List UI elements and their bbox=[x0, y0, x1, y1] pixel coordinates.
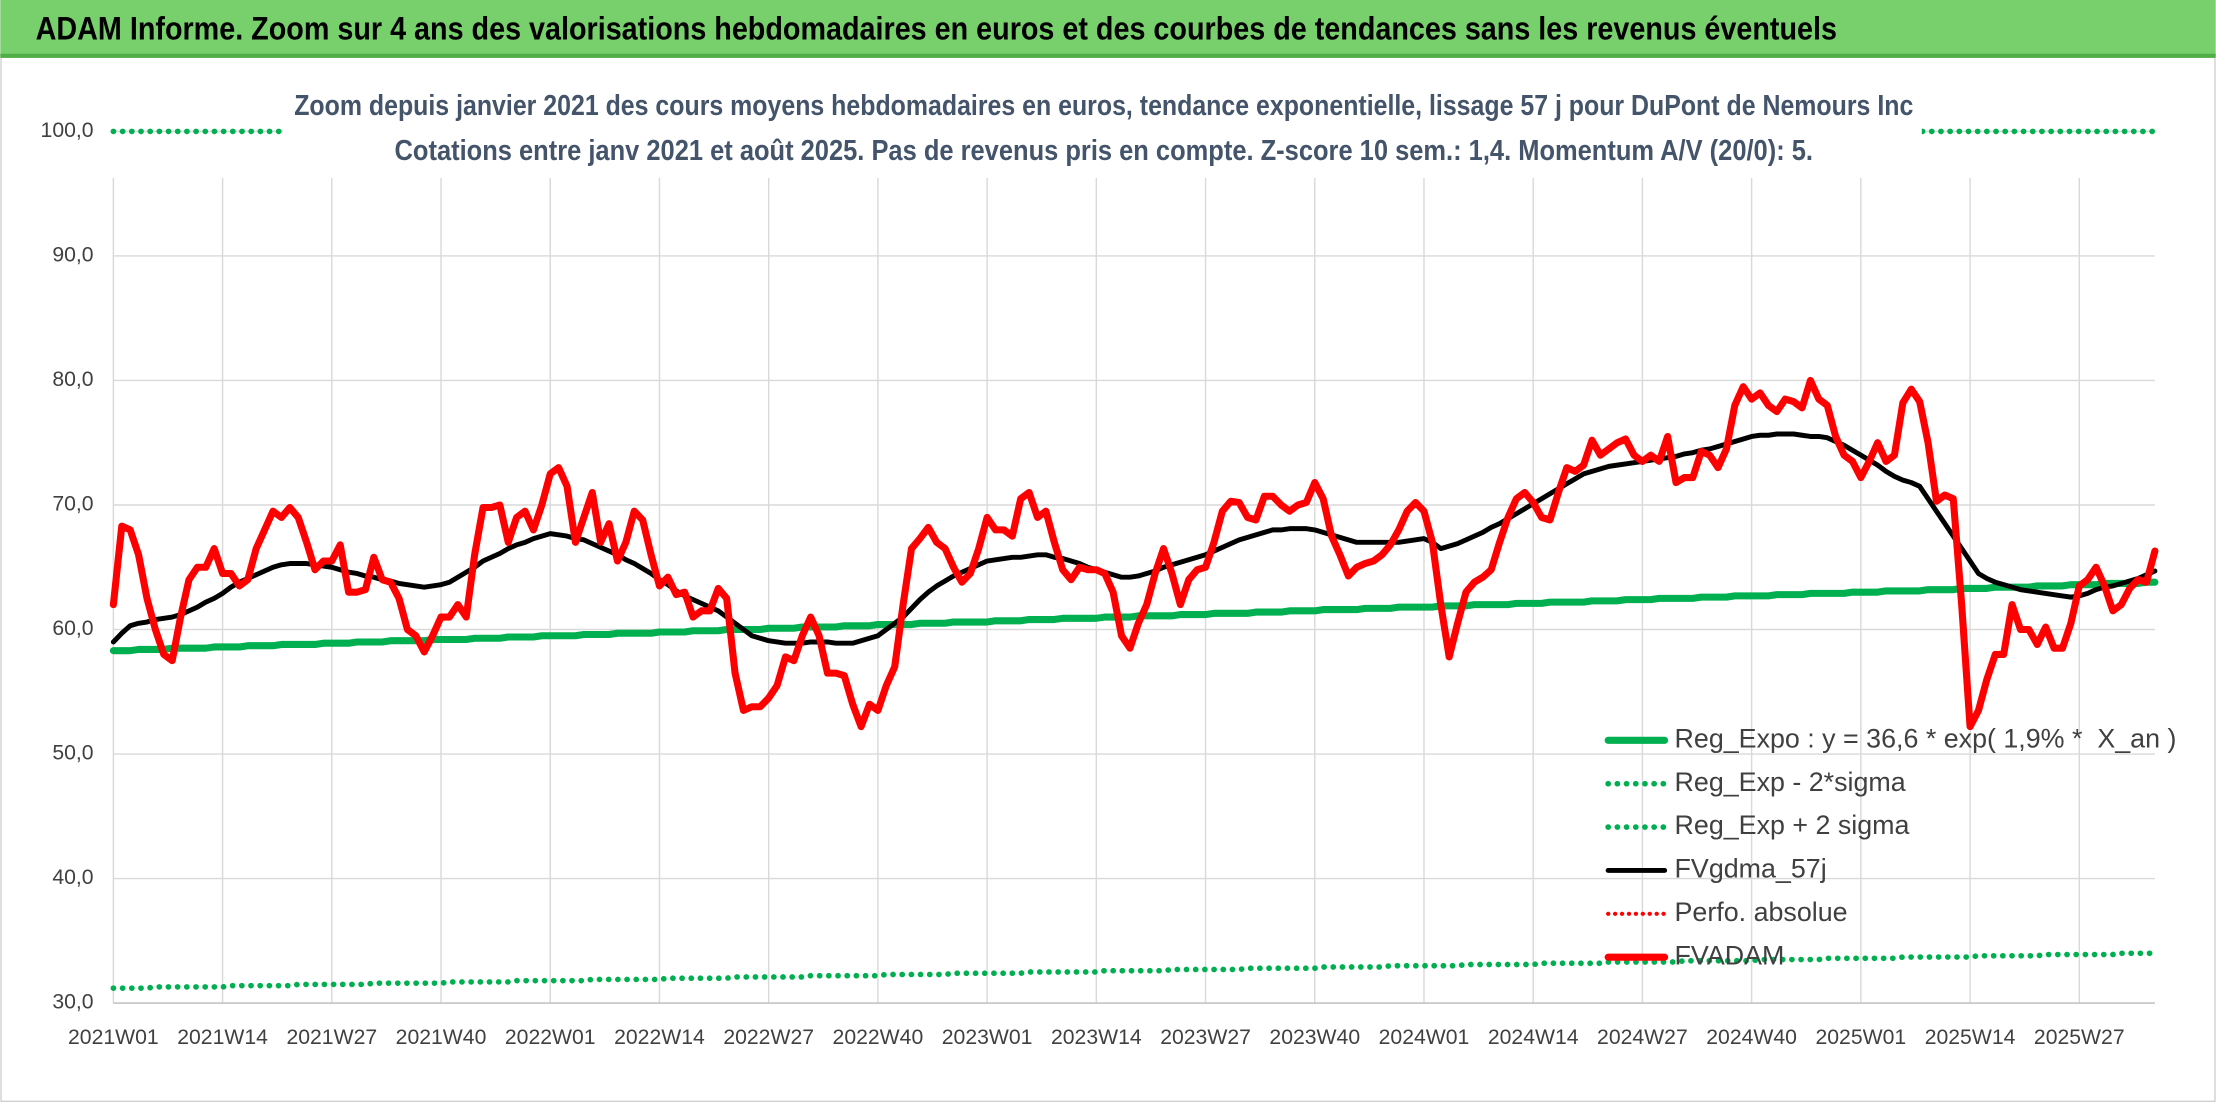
x-tick-label: 2025W14 bbox=[1925, 1026, 2016, 1049]
chart-title: Zoom depuis janvier 2021 des cours moyen… bbox=[294, 89, 1913, 121]
x-tick-label: 2025W01 bbox=[1816, 1026, 1907, 1049]
legend-label: FVADAM bbox=[1675, 940, 1785, 970]
y-tick-label: 60,0 bbox=[52, 617, 93, 640]
plot-area: 30,0 40,0 50,0 60,0 70,0 80,0 90,0 100,0 2021W01… bbox=[41, 119, 2159, 1049]
series-line bbox=[109, 578, 2159, 655]
series-line bbox=[110, 950, 2158, 991]
header-rule bbox=[0, 53, 2216, 58]
x-tick-label: 2021W40 bbox=[396, 1026, 487, 1049]
chart-subtitle: Cotations entre janv 2021 et août 2025. … bbox=[395, 134, 1813, 166]
y-tick-label: 80,0 bbox=[52, 368, 93, 391]
y-tick-label: 100,0 bbox=[41, 119, 94, 142]
legend-label: Perfo. absolue bbox=[1675, 897, 1848, 927]
x-tick-label: 2022W27 bbox=[723, 1026, 814, 1049]
x-tick-label: 2023W27 bbox=[1160, 1026, 1251, 1049]
x-tick-label: 2022W01 bbox=[505, 1026, 596, 1049]
legend-label: Reg_Exp - 2*sigma bbox=[1675, 767, 1906, 797]
x-tick-label: 2024W27 bbox=[1597, 1026, 1688, 1049]
x-tick-label: 2025W27 bbox=[2034, 1026, 2125, 1049]
x-tick-label: 2023W40 bbox=[1269, 1026, 1360, 1049]
x-tick-label: 2021W27 bbox=[286, 1026, 377, 1049]
legend-label: Reg_Exp + 2 sigma bbox=[1675, 810, 1910, 840]
legend-label: FVgdma_57j bbox=[1675, 854, 1827, 884]
legend: Reg_Expo : y = 36,6 * exp( 1,9% * X_an )… bbox=[1604, 723, 2177, 970]
legend-label: Reg_Expo : y = 36,6 * exp( 1,9% * X_an ) bbox=[1675, 723, 2177, 753]
series-line bbox=[110, 431, 2158, 646]
header-bar bbox=[0, 0, 2216, 57]
title-background bbox=[282, 81, 1922, 176]
x-tick-label: 2024W14 bbox=[1488, 1026, 1579, 1049]
y-tick-label: 90,0 bbox=[52, 244, 93, 267]
x-tick-label: 2023W01 bbox=[942, 1026, 1033, 1049]
x-tick-label: 2024W40 bbox=[1706, 1026, 1797, 1049]
x-tick-label: 2021W14 bbox=[177, 1026, 268, 1049]
y-tick-label: 70,0 bbox=[52, 493, 93, 516]
x-tick-label: 2023W14 bbox=[1051, 1026, 1142, 1049]
y-tick-label: 40,0 bbox=[52, 866, 93, 889]
header-title: ADAM Informe. Zoom sur 4 ans des valoris… bbox=[36, 11, 1837, 47]
x-tick-label: 2022W14 bbox=[614, 1026, 705, 1049]
series-line bbox=[109, 376, 2159, 731]
x-tick-label: 2024W01 bbox=[1379, 1026, 1470, 1049]
y-tick-label: 30,0 bbox=[52, 991, 93, 1014]
x-tick-label: 2022W40 bbox=[833, 1026, 924, 1049]
x-tick-label: 2021W01 bbox=[68, 1026, 159, 1049]
y-tick-label: 50,0 bbox=[52, 742, 93, 765]
